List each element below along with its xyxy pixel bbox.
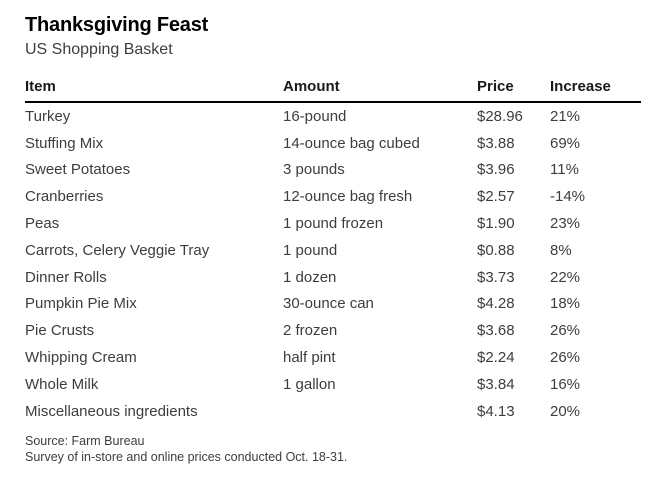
chart-subtitle: US Shopping Basket [25,41,173,58]
amount-cell: 1 dozen [283,268,337,286]
increase-cell: 16% [550,375,581,393]
amount-cell: 3 pounds [283,161,345,179]
column-header-price: Price [477,78,514,95]
increase-cell: 22% [550,268,581,286]
amount-cell: 30-ounce can [283,295,374,313]
price-cell: $1.90 [477,215,515,233]
table-row: Turkey 16-pound $28.96 21% [25,103,641,130]
table-row: Pumpkin Pie Mix 30-ounce can $4.28 18% [25,291,641,318]
amount-cell: 1 pound frozen [283,215,384,233]
price-cell: $4.28 [477,295,515,313]
increase-cell: 26% [550,322,581,340]
table-row: Carrots, Celery Veggie Tray 1 pound $0.8… [25,237,641,264]
price-cell: $2.57 [477,188,515,206]
item-cell: Sweet Potatoes [25,161,131,179]
item-cell: Miscellaneous ingredients [25,402,198,420]
item-cell: Peas [25,215,60,233]
amount-cell: 16-pound [283,107,347,125]
increase-cell: -14% [550,188,586,206]
survey-note-line: Survey of in-store and online prices con… [25,450,348,465]
increase-cell: 26% [550,349,581,367]
shopping-basket-table: Item Amount Price Increase Turkey 16-pou… [25,77,641,425]
table-row: Whole Milk 1 gallon $3.84 16% [25,371,641,398]
table-row: Dinner Rolls 1 dozen $3.73 22% [25,264,641,291]
amount-cell: 1 gallon [283,375,336,393]
increase-cell: 8% [550,241,572,259]
item-cell: Pumpkin Pie Mix [25,295,137,313]
item-cell: Cranberries [25,188,104,206]
item-cell: Whole Milk [25,375,99,393]
price-cell: $3.88 [477,134,515,152]
item-cell: Turkey [25,107,71,125]
item-cell: Stuffing Mix [25,134,104,152]
item-cell: Carrots, Celery Veggie Tray [25,241,210,259]
table-row: Sweet Potatoes 3 pounds $3.96 11% [25,157,641,184]
source-line: Source: Farm Bureau [25,433,145,448]
price-cell: $3.68 [477,322,515,340]
amount-cell: 1 pound [283,241,338,259]
table-row: Miscellaneous ingredients $4.13 20% [25,398,641,425]
table-header-row: Item Amount Price Increase [25,77,641,101]
increase-cell: 69% [550,134,581,152]
table-row: Peas 1 pound frozen $1.90 23% [25,210,641,237]
price-cell: $3.84 [477,375,515,393]
price-cell: $0.88 [477,241,515,259]
header-rule [25,101,641,103]
increase-cell: 18% [550,295,581,313]
table-row: Cranberries 12-ounce bag fresh $2.57 -14… [25,183,641,210]
price-cell: $28.96 [477,107,523,125]
increase-cell: 23% [550,215,581,233]
table-row: Pie Crusts 2 frozen $3.68 26% [25,317,641,344]
increase-cell: 20% [550,402,581,420]
amount-cell: 14-ounce bag cubed [283,134,420,152]
amount-cell: 2 frozen [283,322,338,340]
price-cell: $2.24 [477,349,515,367]
column-header-increase: Increase [550,78,611,95]
column-header-item: Item [25,78,56,95]
chart-footer: Source: Farm Bureau Survey of in-store a… [25,433,641,466]
price-cell: $3.96 [477,161,515,179]
table-row: Whipping Cream half pint $2.24 26% [25,344,641,371]
price-cell: $3.73 [477,268,515,286]
column-header-amount: Amount [283,78,340,95]
price-cell: $4.13 [477,402,515,420]
table-row: Stuffing Mix 14-ounce bag cubed $3.88 69… [25,130,641,157]
amount-cell: half pint [283,349,336,367]
item-cell: Whipping Cream [25,349,137,367]
chart-title: Thanksgiving Feast [25,14,209,36]
item-cell: Pie Crusts [25,322,95,340]
increase-cell: 21% [550,107,581,125]
increase-cell: 11% [550,161,579,179]
amount-cell: 12-ounce bag fresh [283,188,413,206]
item-cell: Dinner Rolls [25,268,107,286]
